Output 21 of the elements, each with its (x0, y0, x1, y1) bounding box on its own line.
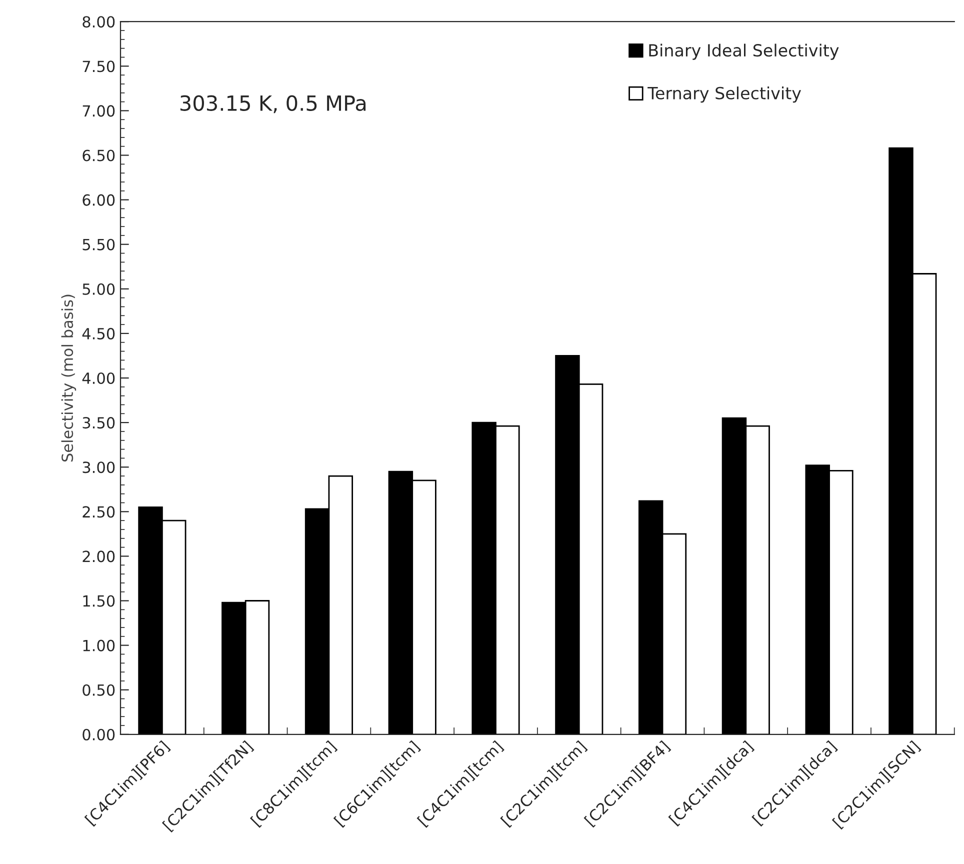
y-tick-label: 5.00 (82, 283, 115, 295)
y-tick-label: 7.50 (82, 60, 115, 72)
y-tick-label: 3.50 (82, 417, 115, 429)
y-tick-label: 6.00 (82, 194, 115, 206)
y-tick-label: 8.00 (82, 16, 115, 28)
y-tick-label: 2.00 (82, 550, 115, 562)
y-tick-label: 2.50 (82, 506, 115, 518)
y-tick-label: 7.00 (82, 105, 115, 117)
y-tick-label: 0.00 (82, 728, 115, 740)
legend-label: Binary Ideal Selectivity (649, 44, 839, 60)
y-tick-label: 4.00 (82, 372, 115, 384)
annotation: 303.15 K, 0.5 MPa (180, 95, 366, 114)
y-tick-label: 4.50 (82, 328, 115, 340)
y-axis-title: Selectivity (mol basis) (61, 294, 76, 462)
y-tick-label: 1.00 (83, 640, 115, 652)
y-tick-label: 6.50 (82, 150, 115, 162)
legend-label: Ternary Selectivity (648, 86, 801, 103)
y-tick-label: 0.50 (82, 684, 115, 696)
y-tick-label: 3.00 (82, 462, 115, 474)
y-tick-label: 1.50 (83, 595, 115, 607)
y-tick-label: 5.50 (82, 238, 115, 250)
